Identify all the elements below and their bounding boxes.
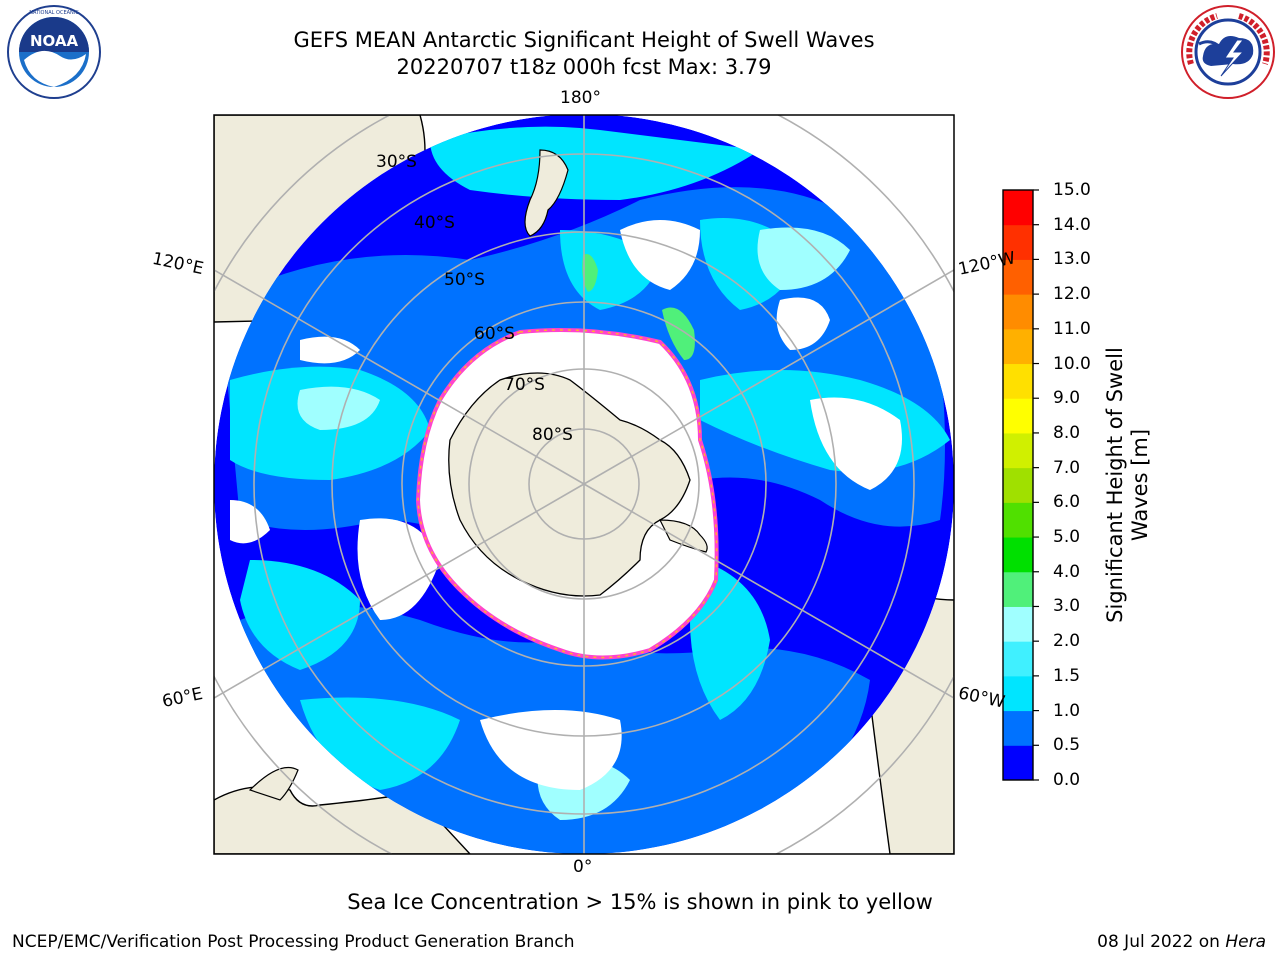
colorbar-bin — [1003, 641, 1033, 677]
colorbar-tick-label: 15.0 — [1053, 180, 1091, 200]
lat-label-70s: 70°S — [504, 375, 545, 395]
colorbar-bin — [1003, 294, 1033, 330]
svg-text:NATIONAL OCEANIC: NATIONAL OCEANIC — [29, 10, 79, 16]
meridian-60e — [214, 483, 585, 699]
noaa-logo-text: NOAA — [30, 32, 79, 50]
meridian-60w — [583, 483, 954, 699]
colorbar-bin — [1003, 328, 1033, 365]
nws-logo — [1181, 5, 1275, 99]
colorbar-tick-label: 9.0 — [1053, 388, 1081, 409]
colorbar-tick-label: 11.0 — [1053, 318, 1091, 339]
lat-label-40s: 40°S — [414, 213, 455, 233]
colorbar-tick-label: 0.0 — [1053, 770, 1081, 790]
colorbar-bin — [1003, 710, 1033, 746]
footer-host: Hera — [1225, 932, 1266, 952]
antarctic-peninsula — [659, 519, 708, 553]
colorbar-bin — [1003, 190, 1033, 226]
colorbar-tick-label: 2.0 — [1053, 631, 1081, 652]
colorbar-bin — [1003, 224, 1033, 260]
colorbar-frame — [1002, 189, 1034, 781]
meridian-120w — [583, 269, 954, 485]
colorbar-tick-label: 5.0 — [1053, 527, 1081, 548]
footer-date: 08 Jul 2022 on Hera — [1097, 932, 1266, 952]
colorbar-tick-label: 14.0 — [1053, 214, 1091, 235]
chart-subtitle: 20220707 t18z 000h fcst Max: 3.79 — [396, 55, 772, 79]
colorbar-tick-label: 12.0 — [1053, 284, 1091, 305]
colorbar-tick-label: 1.0 — [1053, 700, 1081, 721]
colorbar-tick-label: 13.0 — [1053, 249, 1091, 270]
colorbar-tick-label: 10.0 — [1053, 353, 1091, 374]
colorbar-tick-label: 7.0 — [1053, 457, 1081, 478]
colorbar-bin — [1003, 467, 1033, 503]
sea-ice-note: Sea Ice Concentration > 15% is shown in … — [347, 890, 933, 914]
colorbar-bin — [1003, 363, 1033, 399]
colorbar-bin — [1003, 745, 1033, 781]
swell-3m-field — [582, 254, 695, 360]
lat-label-80s: 80°S — [532, 425, 573, 445]
footer-producer: NCEP/EMC/Verification Post Processing Pr… — [12, 932, 575, 952]
colorbar-tick-label: 1.5 — [1053, 665, 1081, 686]
antarctica-land — [448, 372, 691, 597]
new-zealand-land — [524, 149, 569, 237]
colorbar-label: Significant Height of Swell Waves [m] — [1103, 347, 1152, 623]
lat-label-50s: 50°S — [444, 270, 485, 290]
colorbar-bin — [1003, 432, 1033, 469]
lon-label-180: 180° — [560, 88, 601, 108]
colorbar — [1002, 189, 1039, 781]
map-frame — [213, 114, 955, 855]
colorbar-bin — [1003, 571, 1033, 607]
chart-title: GEFS MEAN Antarctic Significant Height o… — [293, 28, 875, 52]
colorbar-bin — [1003, 398, 1033, 434]
noaa-logo: NOAA NATIONAL OCEANIC — [7, 5, 101, 99]
lat-label-60s: 60°S — [474, 324, 515, 344]
colorbar-tick-label: 3.0 — [1053, 596, 1081, 617]
lon-label-0: 0° — [573, 857, 593, 877]
colorbar-tick-label: 8.0 — [1053, 422, 1081, 443]
colorbar-bin — [1003, 675, 1033, 712]
colorbar-tick-label: 6.0 — [1053, 492, 1081, 513]
colorbar-bin — [1003, 537, 1033, 573]
missing-data-areas — [230, 220, 902, 790]
meridian-120e — [214, 269, 585, 485]
colorbar-bin — [1003, 606, 1033, 642]
graticule — [214, 115, 954, 854]
colorbar-tick-label: 4.0 — [1053, 561, 1081, 582]
lat-label-30s: 30°S — [376, 152, 417, 172]
colorbar-tick-label: 0.5 — [1053, 735, 1081, 756]
colorbar-bin — [1003, 502, 1033, 538]
colorbar-bin — [1003, 259, 1033, 295]
